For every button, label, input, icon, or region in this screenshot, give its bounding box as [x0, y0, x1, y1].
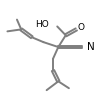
Text: O: O [78, 23, 85, 32]
Text: HO: HO [36, 20, 49, 29]
Text: N: N [87, 42, 95, 52]
